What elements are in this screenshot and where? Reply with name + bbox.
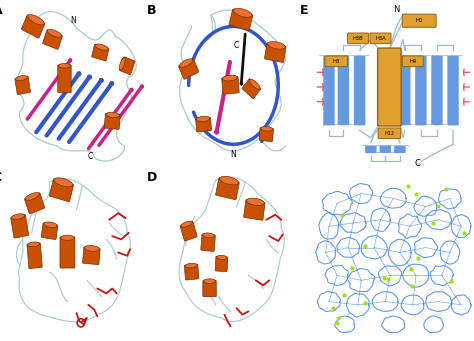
FancyBboxPatch shape <box>58 65 71 93</box>
Ellipse shape <box>204 279 216 283</box>
Text: H3B: H3B <box>353 36 364 41</box>
FancyBboxPatch shape <box>43 30 63 49</box>
Ellipse shape <box>261 127 273 131</box>
Ellipse shape <box>16 76 27 81</box>
Ellipse shape <box>47 30 62 37</box>
Ellipse shape <box>203 233 215 238</box>
Text: H0: H0 <box>416 18 423 23</box>
Text: F: F <box>300 170 309 184</box>
FancyBboxPatch shape <box>119 57 135 75</box>
Ellipse shape <box>196 116 210 122</box>
FancyBboxPatch shape <box>104 114 120 129</box>
Ellipse shape <box>233 8 252 17</box>
Text: N: N <box>393 5 400 14</box>
Ellipse shape <box>84 246 100 251</box>
FancyBboxPatch shape <box>402 14 436 27</box>
Ellipse shape <box>185 263 197 268</box>
FancyBboxPatch shape <box>259 128 273 142</box>
FancyBboxPatch shape <box>378 128 401 138</box>
FancyBboxPatch shape <box>325 56 347 66</box>
Text: E: E <box>300 3 309 17</box>
FancyBboxPatch shape <box>49 179 73 202</box>
Text: C: C <box>234 41 239 50</box>
FancyBboxPatch shape <box>222 76 239 94</box>
Ellipse shape <box>95 44 108 50</box>
FancyBboxPatch shape <box>201 234 215 251</box>
FancyBboxPatch shape <box>370 33 391 44</box>
FancyBboxPatch shape <box>180 221 197 241</box>
FancyBboxPatch shape <box>196 118 211 132</box>
Ellipse shape <box>246 198 264 206</box>
Text: D: D <box>147 170 157 184</box>
FancyBboxPatch shape <box>82 247 100 265</box>
FancyBboxPatch shape <box>229 9 253 31</box>
Ellipse shape <box>219 176 238 185</box>
Ellipse shape <box>44 222 57 227</box>
FancyBboxPatch shape <box>91 44 109 61</box>
FancyBboxPatch shape <box>184 264 199 280</box>
Text: H8: H8 <box>333 59 340 64</box>
Ellipse shape <box>28 242 40 247</box>
FancyBboxPatch shape <box>11 214 28 238</box>
FancyBboxPatch shape <box>242 79 261 99</box>
Text: C: C <box>87 152 92 161</box>
FancyBboxPatch shape <box>347 33 368 44</box>
Ellipse shape <box>11 214 25 220</box>
Text: N: N <box>71 16 76 25</box>
FancyBboxPatch shape <box>215 256 228 271</box>
Text: C: C <box>415 159 420 167</box>
FancyBboxPatch shape <box>41 223 58 239</box>
Ellipse shape <box>58 63 71 68</box>
Text: A: A <box>0 3 2 17</box>
FancyBboxPatch shape <box>60 237 75 268</box>
FancyBboxPatch shape <box>244 199 265 220</box>
Ellipse shape <box>268 42 285 49</box>
FancyBboxPatch shape <box>264 43 286 62</box>
Text: N: N <box>230 150 237 159</box>
Ellipse shape <box>119 58 125 70</box>
FancyBboxPatch shape <box>216 178 239 200</box>
Text: B: B <box>147 3 156 17</box>
Ellipse shape <box>25 193 39 200</box>
Ellipse shape <box>181 221 192 227</box>
Text: H4: H4 <box>409 59 416 64</box>
FancyBboxPatch shape <box>378 48 401 126</box>
FancyBboxPatch shape <box>203 280 216 297</box>
Ellipse shape <box>217 255 227 260</box>
FancyBboxPatch shape <box>402 56 423 66</box>
FancyBboxPatch shape <box>15 76 30 94</box>
FancyBboxPatch shape <box>179 59 199 79</box>
Ellipse shape <box>222 75 237 81</box>
FancyBboxPatch shape <box>25 193 45 214</box>
Ellipse shape <box>61 235 74 240</box>
Ellipse shape <box>27 15 44 25</box>
Text: H12: H12 <box>384 131 394 136</box>
Text: H3A: H3A <box>375 36 386 41</box>
Ellipse shape <box>249 79 260 89</box>
Ellipse shape <box>54 178 73 187</box>
Text: C: C <box>0 170 2 184</box>
Ellipse shape <box>179 59 193 68</box>
FancyBboxPatch shape <box>21 15 45 38</box>
Ellipse shape <box>106 112 119 118</box>
FancyBboxPatch shape <box>27 243 42 269</box>
